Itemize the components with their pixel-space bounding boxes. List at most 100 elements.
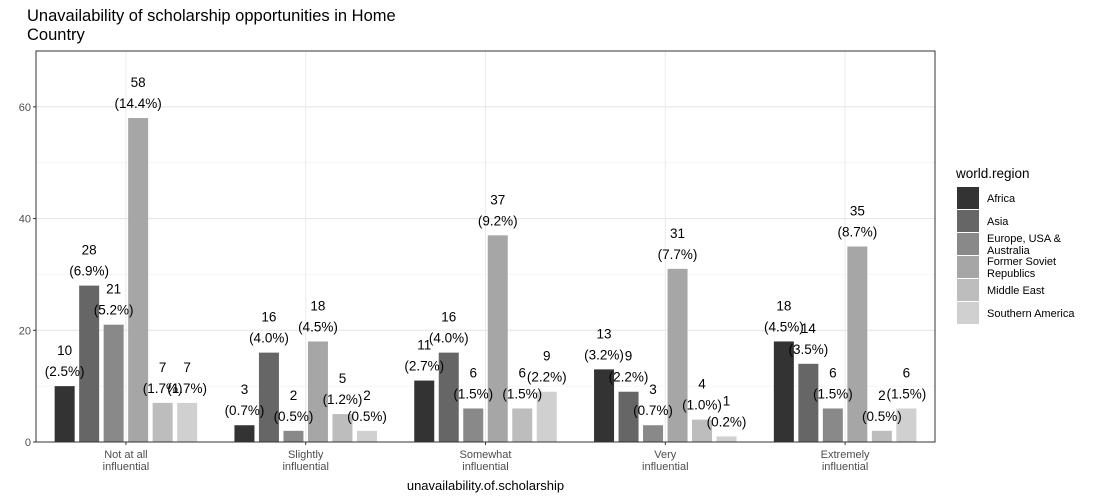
bar xyxy=(643,425,664,442)
legend-label: Europe, USA & Australia xyxy=(987,232,1061,257)
legend: world.region Africa Asia Europe, USA & Aust… xyxy=(956,166,1096,325)
data-label-value: 16 xyxy=(441,310,456,325)
y-tick-label: 0 xyxy=(25,437,31,449)
legend-item: Southern America xyxy=(956,302,1096,325)
data-label-value: 3 xyxy=(649,382,657,397)
data-label-value: 58 xyxy=(131,75,146,90)
data-label-value: 7 xyxy=(183,360,191,375)
legend-item: Africa xyxy=(956,187,1096,210)
bar xyxy=(822,408,843,442)
bar xyxy=(896,408,917,442)
legend-label: Africa xyxy=(987,192,1016,205)
data-label-value: 18 xyxy=(776,298,791,313)
data-label-percent: (1.5%) xyxy=(813,386,853,401)
bar xyxy=(773,341,794,442)
data-label-percent: (3.5%) xyxy=(788,342,828,357)
bar xyxy=(258,352,279,442)
y-tick-label: 40 xyxy=(19,214,31,226)
legend-label: Asia xyxy=(987,215,1009,228)
data-label-value: 16 xyxy=(261,310,276,325)
bar xyxy=(716,436,737,442)
bar xyxy=(152,402,173,442)
data-label-percent: (6.9%) xyxy=(69,264,109,279)
legend-swatch xyxy=(957,256,979,278)
data-label-percent: (1.7%) xyxy=(143,381,183,396)
data-label-value: 10 xyxy=(57,343,72,358)
data-label-percent: (5.2%) xyxy=(94,303,134,318)
data-label-value: 21 xyxy=(106,282,121,297)
bars xyxy=(54,118,917,443)
bar xyxy=(536,391,557,442)
legend-item: Middle East xyxy=(956,279,1096,302)
data-label-percent: (0.7%) xyxy=(225,403,265,418)
x-tick-label: Very influential xyxy=(642,449,688,473)
data-label-value: 37 xyxy=(490,192,505,207)
bar xyxy=(438,352,459,442)
bar xyxy=(667,268,688,442)
bar xyxy=(103,324,124,442)
data-label-percent: (0.7%) xyxy=(633,403,673,418)
data-label-percent: (1.5%) xyxy=(502,386,542,401)
x-tick-label: Extremely influential xyxy=(821,449,870,473)
data-label-value: 35 xyxy=(850,204,865,219)
bar xyxy=(332,414,353,442)
chart-title: Unavailability of scholarship opportunit… xyxy=(27,7,396,44)
data-label-percent: (4.5%) xyxy=(298,319,338,334)
data-label-percent: (4.0%) xyxy=(429,331,469,346)
legend-label: Southern America xyxy=(987,307,1075,320)
data-label-percent: (0.2%) xyxy=(707,414,747,429)
legend-swatch xyxy=(957,302,979,324)
data-label-percent: (1.7%) xyxy=(167,381,207,396)
data-label-value: 9 xyxy=(625,349,633,364)
data-label-percent: (7.7%) xyxy=(658,247,698,262)
bar xyxy=(283,430,304,442)
bar xyxy=(234,425,255,442)
x-axis-title: unavailability.of.scholarship xyxy=(407,478,564,493)
data-label-value: 4 xyxy=(698,377,706,392)
bar xyxy=(79,285,100,442)
y-tick-label: 60 xyxy=(19,102,31,114)
bar xyxy=(54,386,75,442)
bar xyxy=(414,380,435,442)
data-label-value: 9 xyxy=(543,349,551,364)
data-label-value: 18 xyxy=(310,298,325,313)
legend-label: Former Soviet Republics xyxy=(987,255,1057,280)
bar xyxy=(618,391,639,442)
bar xyxy=(356,430,377,442)
data-label-percent: (9.2%) xyxy=(478,213,518,228)
x-tick-label: Slightly influential xyxy=(282,449,328,473)
data-label-percent: (2.7%) xyxy=(404,359,444,374)
data-label-value: 28 xyxy=(82,243,97,258)
data-labels: 10(2.5%)3(0.7%)11(2.7%)13(3.2%)18(4.5%)2… xyxy=(45,75,926,429)
data-label-percent: (1.5%) xyxy=(453,386,493,401)
legend-swatch xyxy=(957,279,979,301)
data-label-percent: (0.5%) xyxy=(274,409,314,424)
data-label-value: 6 xyxy=(518,365,526,380)
bar xyxy=(307,341,328,442)
data-label-percent: (8.7%) xyxy=(837,225,877,240)
data-label-percent: (1.0%) xyxy=(682,398,722,413)
x-tick-label: Not at all influential xyxy=(103,449,149,473)
bar xyxy=(463,408,484,442)
x-tick-label: Somewhat influential xyxy=(460,449,512,473)
bar xyxy=(487,235,508,442)
bar xyxy=(512,408,533,442)
data-label-value: 13 xyxy=(597,326,612,341)
data-label-percent: (3.2%) xyxy=(584,347,624,362)
data-label-percent: (0.5%) xyxy=(862,409,902,424)
data-label-value: 14 xyxy=(801,321,817,336)
legend-item: Asia xyxy=(956,210,1096,233)
data-label-value: 2 xyxy=(878,388,886,403)
data-label-percent: (14.4%) xyxy=(115,96,162,111)
legend-title: world.region xyxy=(956,166,1030,181)
data-label-percent: (0.5%) xyxy=(347,409,387,424)
bar xyxy=(692,419,713,442)
axes: 0 20 40 60 Not at all influential Slightly infl… xyxy=(19,102,870,473)
data-label-percent: (4.0%) xyxy=(249,331,289,346)
data-label-percent: (4.5%) xyxy=(764,319,804,334)
bar xyxy=(798,363,819,442)
data-label-percent: (1.5%) xyxy=(886,386,926,401)
data-label-percent: (2.5%) xyxy=(45,364,85,379)
data-label-value: 31 xyxy=(670,226,685,241)
legend-swatch xyxy=(957,210,979,232)
